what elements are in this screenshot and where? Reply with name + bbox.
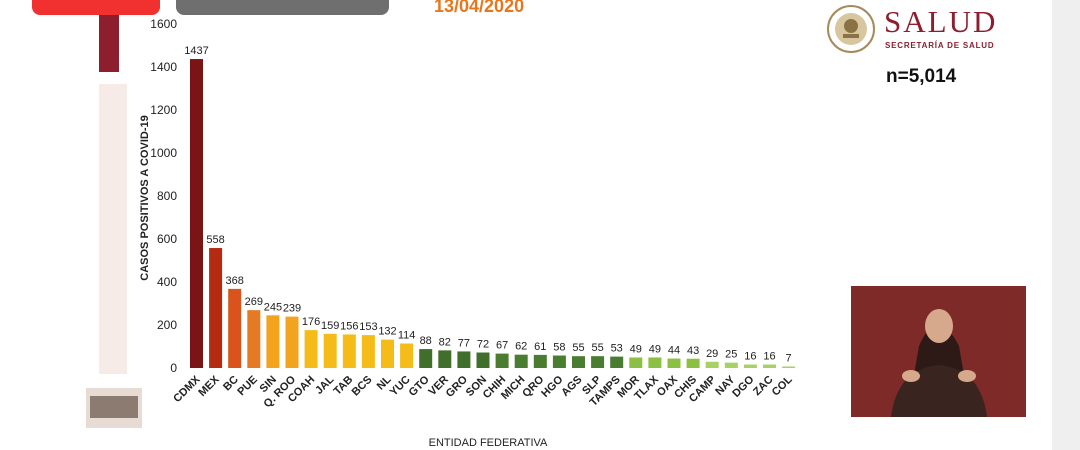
bar-mich: [514, 354, 528, 368]
data-label: 55: [572, 342, 584, 354]
decorative-side-panel: [86, 0, 142, 428]
data-label: 49: [649, 343, 661, 355]
data-label: 55: [591, 342, 603, 354]
x-tick-label: ZAC: [751, 374, 776, 399]
x-tick-label: BCS: [350, 374, 375, 399]
x-tick-label: MEX: [196, 373, 222, 399]
bar-jal: [323, 333, 337, 368]
data-label: 159: [321, 320, 339, 332]
data-label: 132: [378, 326, 396, 338]
data-label: 16: [744, 351, 756, 363]
bar-cdmx: [190, 59, 203, 369]
y-tick-label: 1200: [150, 103, 177, 117]
bar-nay: [724, 362, 738, 368]
data-label: 58: [553, 342, 565, 354]
data-label: 269: [245, 296, 263, 308]
y-tick-label: 400: [157, 275, 177, 289]
x-tick-label: COL: [770, 373, 795, 398]
top-gray-tab: [176, 0, 389, 15]
bar-nl: [381, 339, 394, 368]
bar-bc: [228, 288, 242, 368]
data-label: 239: [283, 303, 301, 315]
data-label: 67: [496, 340, 508, 352]
data-label: 7: [786, 352, 792, 364]
bar-slp: [591, 356, 605, 368]
data-label: 44: [668, 345, 680, 357]
coat-of-arms-icon: [827, 5, 875, 53]
data-label: 153: [359, 321, 377, 333]
y-tick-label: 1400: [150, 60, 177, 74]
bar-mor: [629, 357, 643, 368]
brand-title: SALUD: [884, 4, 998, 39]
brand-subtitle: SECRETARÍA DE SALUD: [885, 41, 995, 50]
y-axis-label: CASOS POSITIVOS A COVID-19: [139, 115, 151, 280]
bar-mex: [209, 248, 223, 368]
data-label: 245: [264, 301, 282, 313]
y-tick-label: 1600: [150, 17, 177, 31]
bar-camp: [705, 361, 719, 368]
bar-tab: [342, 334, 356, 368]
bar-coah: [304, 330, 318, 368]
bar-col: [782, 366, 796, 368]
sample-size: n=5,014: [886, 66, 957, 87]
data-label: 43: [687, 345, 699, 357]
bar-ags: [572, 356, 585, 368]
data-label: 16: [763, 351, 775, 363]
y-tick-label: 0: [170, 361, 177, 375]
bar-yuc: [400, 343, 414, 368]
data-label: 368: [226, 275, 244, 287]
bar-pue: [247, 310, 261, 368]
x-tick-label: YUC: [388, 374, 413, 399]
bar-son: [476, 352, 490, 368]
data-label: 1437: [184, 45, 208, 57]
data-label: 62: [515, 341, 527, 353]
bar-zac: [763, 364, 776, 368]
x-tick-label: GTO: [407, 373, 433, 399]
data-label: 53: [611, 343, 623, 355]
bar-bcs: [361, 335, 375, 368]
data-label: 77: [458, 337, 470, 349]
bar-gro: [457, 351, 471, 368]
data-label: 176: [302, 316, 320, 328]
bar-q-roo: [285, 316, 299, 368]
data-label: 72: [477, 339, 489, 351]
top-red-tab: [32, 0, 160, 15]
x-axis-label: ENTIDAD FEDERATIVA: [429, 437, 548, 449]
data-label: 82: [439, 336, 451, 348]
x-tick-label: TAB: [332, 374, 356, 398]
bar-ver: [438, 350, 452, 368]
y-tick-label: 800: [157, 189, 177, 203]
data-label: 88: [420, 335, 432, 347]
bar-dgo: [743, 364, 757, 368]
sign-language-interpreter: [851, 286, 1026, 417]
bar-chih: [495, 353, 509, 368]
data-label: 29: [706, 348, 718, 360]
data-label: 558: [206, 234, 224, 246]
bar-qro: [533, 354, 547, 368]
bar-gto: [419, 349, 433, 368]
x-tick-label: PUE: [235, 374, 259, 398]
y-tick-label: 200: [157, 318, 177, 332]
report-date: 13/04/2020: [434, 0, 525, 16]
bar-chis: [686, 358, 700, 368]
y-tick-label: 600: [157, 232, 177, 246]
x-tick-label: AGS: [559, 374, 584, 399]
bar-hgo: [552, 355, 566, 368]
data-label: 114: [398, 329, 416, 341]
y-tick-label: 1000: [150, 146, 177, 160]
data-label: 156: [340, 320, 358, 332]
data-label: 61: [534, 341, 546, 353]
bar-sin: [266, 315, 280, 368]
bar-oax: [667, 358, 681, 368]
bar-tlax: [648, 357, 662, 368]
x-tick-label: JAL: [313, 373, 336, 396]
bar-tamps: [610, 356, 624, 368]
data-label: 25: [725, 349, 737, 361]
data-label: 49: [630, 343, 642, 355]
right-edge-strip: [1052, 0, 1080, 450]
